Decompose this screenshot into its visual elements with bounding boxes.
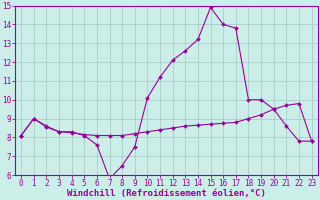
X-axis label: Windchill (Refroidissement éolien,°C): Windchill (Refroidissement éolien,°C): [67, 189, 266, 198]
